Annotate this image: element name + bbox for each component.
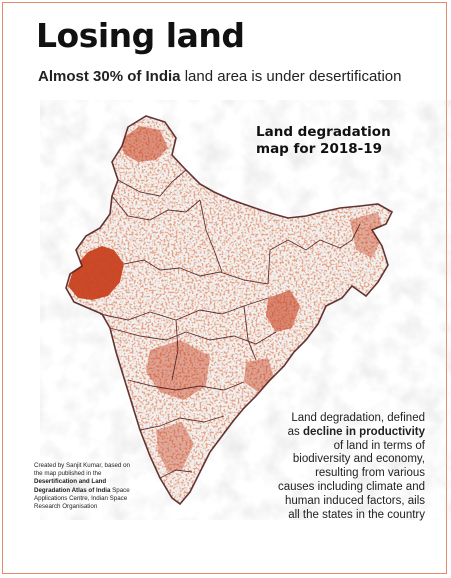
map-caption-line-1: Land degradation (256, 124, 391, 140)
india-degradation-map (40, 100, 451, 520)
map-caption-line-2: map for 2018-19 (256, 141, 383, 157)
south-degraded-zone (156, 422, 194, 472)
jharkhand-degraded-zone (266, 290, 300, 332)
desc-part-1: Land degradation, defined as (287, 412, 425, 438)
northeast-degraded-zone (350, 212, 384, 258)
credit-prefix: Created by Sanjit Kumar, based on the ma… (34, 462, 130, 478)
credit-atlas: Desertification and Land Degradation Atl… (34, 478, 111, 494)
subtitle-highlight: Almost 30% of India (38, 68, 181, 85)
map-caption: Land degradation map for 2018-19 (256, 124, 391, 158)
kashmir-degraded-zone (120, 126, 168, 162)
desc-part-2: of land in terms of biodiversity and eco… (277, 439, 425, 521)
desc-highlight: decline in productivity (302, 425, 425, 438)
state-boundaries (65, 115, 394, 506)
degradation-description: Land degradation, defined as decline in … (277, 412, 425, 522)
source-credit: Created by Sanjit Kumar, based on the ma… (34, 462, 134, 511)
deccan-degraded-zone (146, 340, 210, 400)
subtitle-rest: land area is under desertification (180, 68, 402, 85)
credit-suffix: Space Applications Centre, Indian Space … (34, 486, 130, 511)
rajasthan-degraded-zone (68, 246, 124, 300)
page-subtitle: Almost 30% of India land area is under d… (38, 68, 402, 85)
page-title: Losing land (36, 16, 245, 55)
